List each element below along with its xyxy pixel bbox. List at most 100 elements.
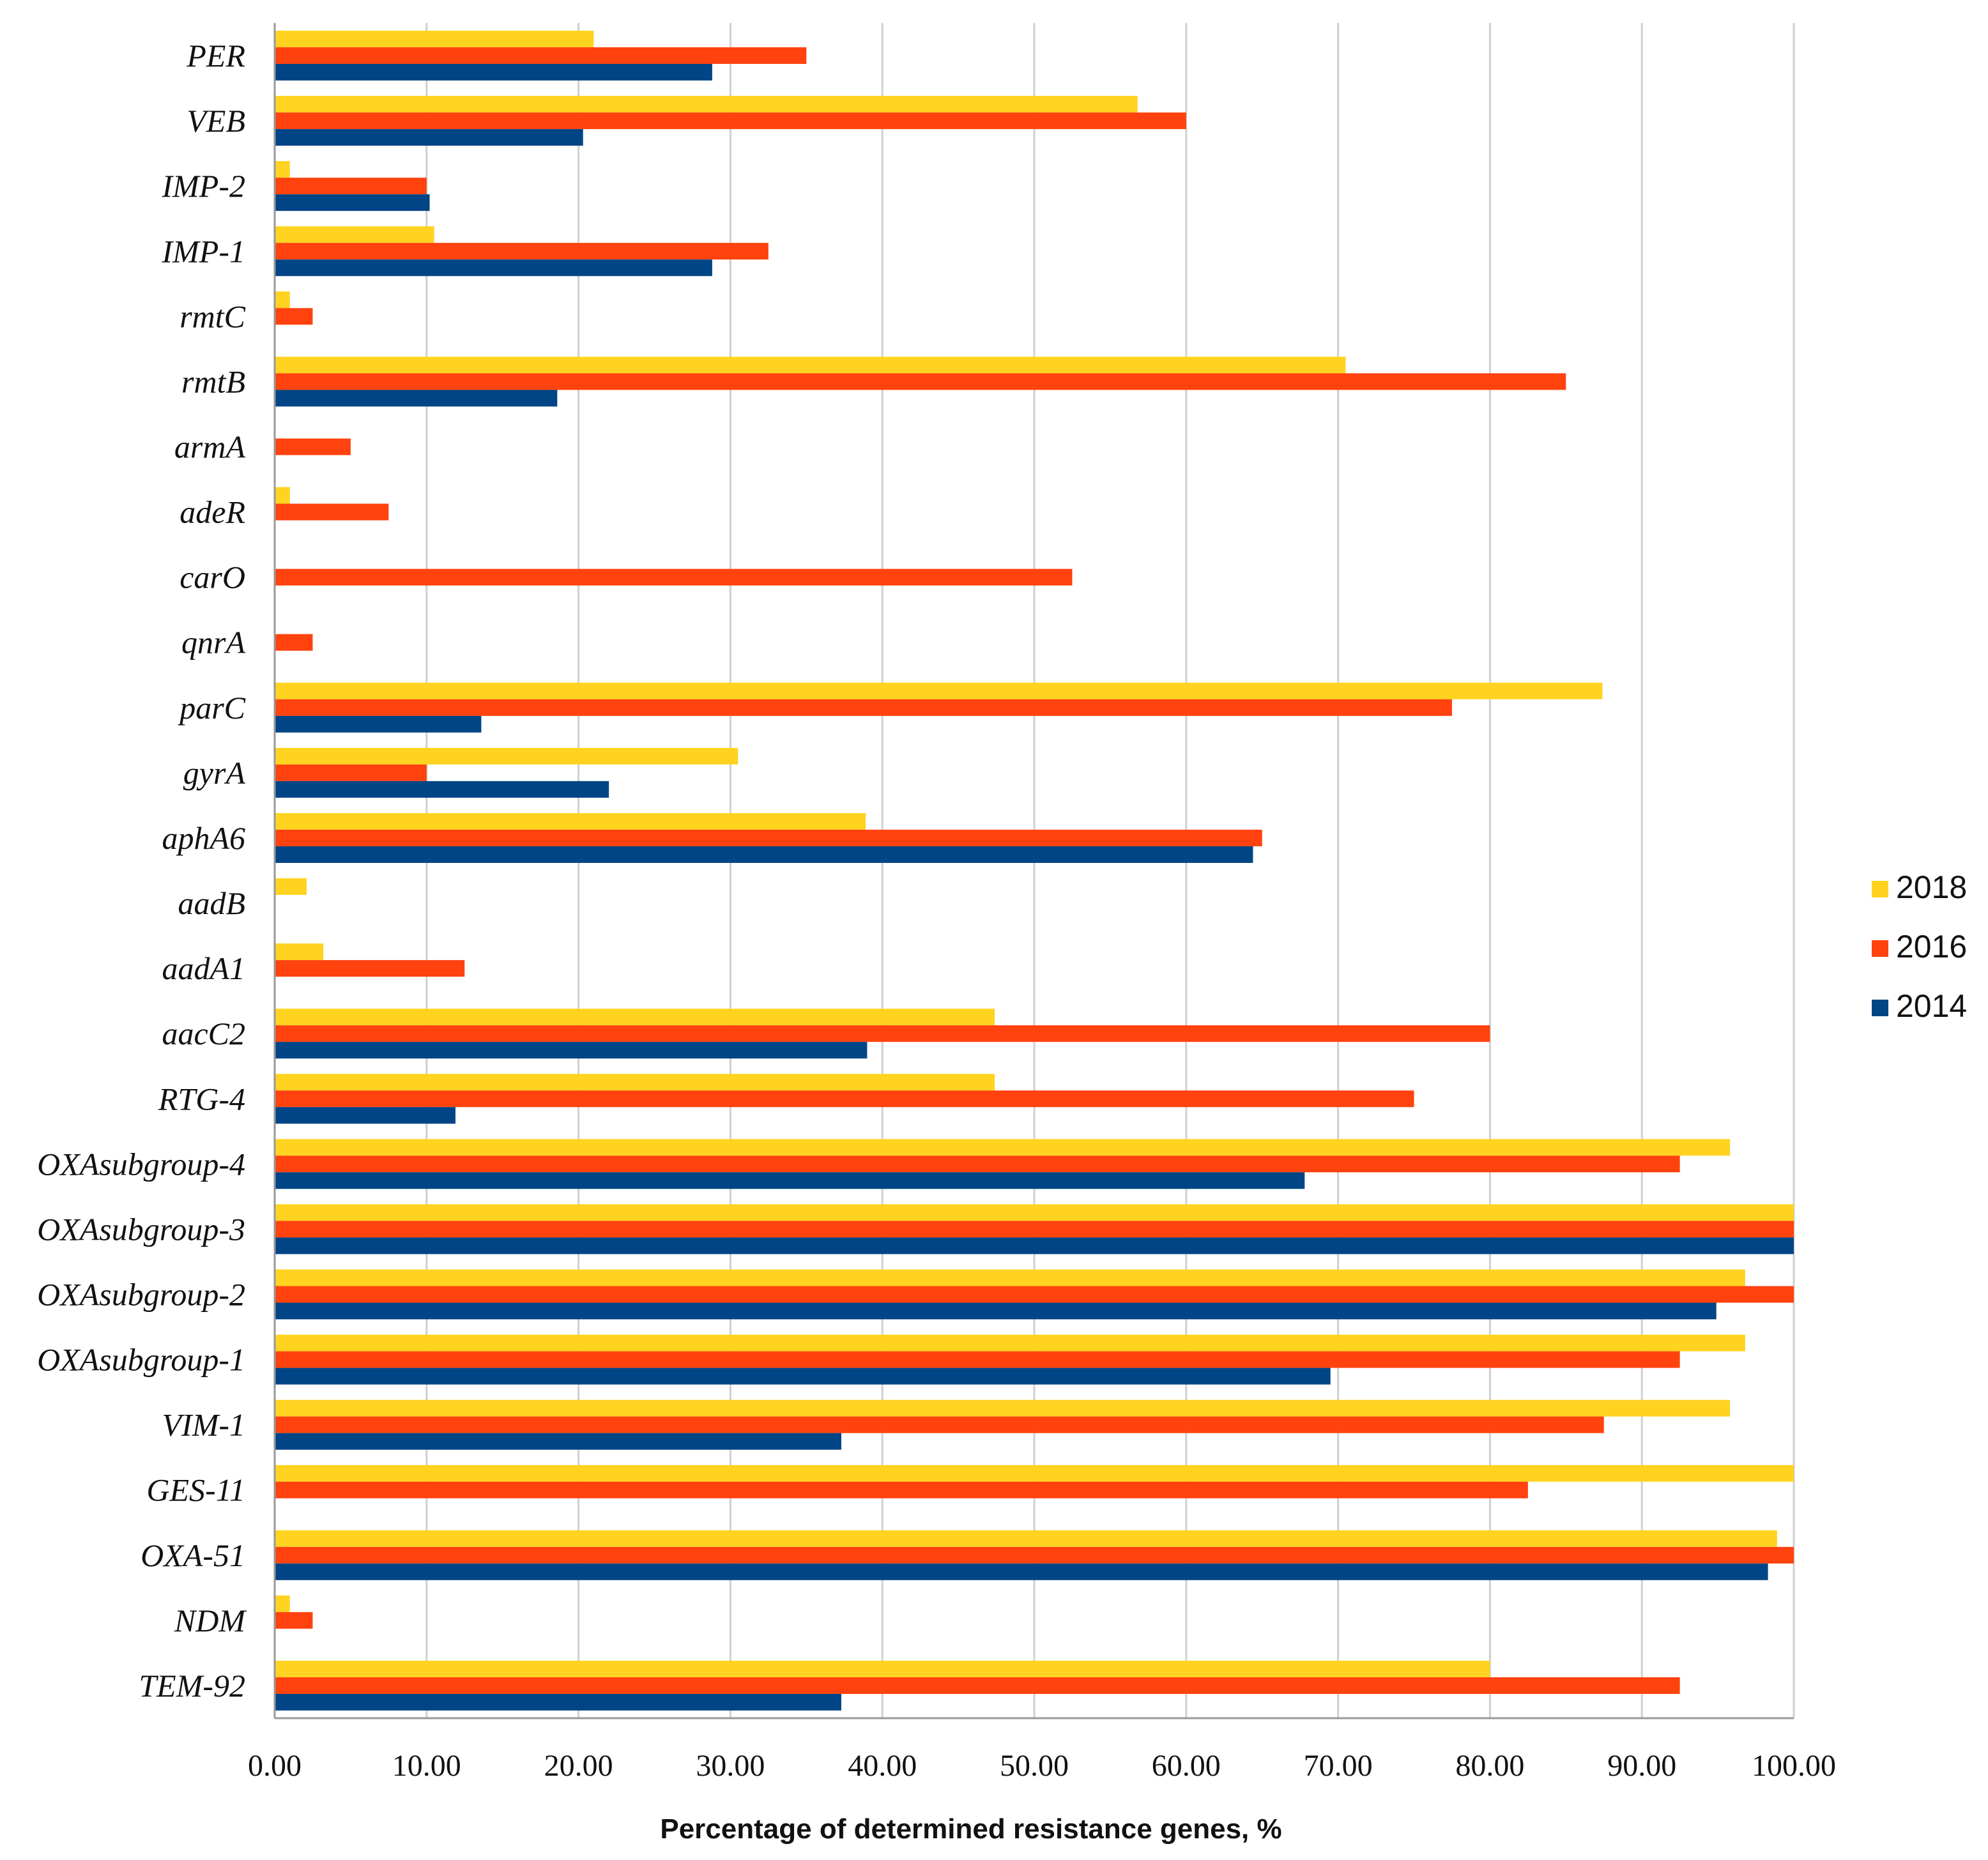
x-tick-labels: 0.00 10.00 20.00 30.00 40.00 50.00 60.00 70.00 8… <box>248 1749 1836 1783</box>
category-label: aphA6 <box>162 820 245 856</box>
bar-OXA-51-2018 <box>275 1530 1777 1547</box>
category-label: IMP-2 <box>162 168 246 204</box>
legend-swatch-2016 <box>1872 940 1888 957</box>
bar-VEB-2014 <box>275 129 583 146</box>
bar-rmtC-2018 <box>275 291 290 309</box>
category-label: aacC2 <box>162 1016 245 1051</box>
bar-rmtB-2018 <box>275 356 1346 374</box>
legend-swatch-2018 <box>1872 881 1888 897</box>
bar-armA-2016 <box>275 438 351 455</box>
bar-RTG-4-2018 <box>275 1074 995 1091</box>
bar-OXAsubgroup-4-2014 <box>275 1172 1305 1189</box>
x-tick-label: 80.00 <box>1455 1749 1524 1783</box>
bar-RTG-4-2014 <box>275 1107 455 1124</box>
bar-TEM-92-2016 <box>275 1677 1680 1694</box>
category-label: OXAsubgroup-4 <box>37 1146 245 1182</box>
category-label: OXAsubgroup-2 <box>37 1277 245 1313</box>
category-label: OXA-51 <box>141 1537 245 1573</box>
category-label: qnrA <box>181 625 245 660</box>
bar-aacC2-2018 <box>275 1009 995 1026</box>
bar-NDM-2018 <box>275 1595 290 1612</box>
bar-VEB-2018 <box>275 96 1138 113</box>
x-tick-label: 10.00 <box>392 1749 461 1783</box>
category-label: RTG-4 <box>158 1081 245 1117</box>
bar-adeR-2018 <box>275 487 290 504</box>
bar-aadA1-2018 <box>275 943 324 961</box>
bar-gyrA-2016 <box>275 764 427 781</box>
bar-OXAsubgroup-2-2016 <box>275 1286 1794 1303</box>
category-label: TEM-92 <box>139 1668 245 1704</box>
bar-TEM-92-2018 <box>275 1660 1490 1677</box>
category-label: OXAsubgroup-3 <box>37 1211 245 1247</box>
category-label: aadB <box>178 885 245 921</box>
bar-adeR-2016 <box>275 503 389 521</box>
x-tick-label: 100.00 <box>1752 1749 1836 1783</box>
bar-OXA-51-2014 <box>275 1563 1768 1580</box>
bar-aphA6-2016 <box>275 829 1262 846</box>
bar-PER-2016 <box>275 47 807 65</box>
bar-PER-2018 <box>275 31 594 48</box>
bar-OXAsubgroup-1-2016 <box>275 1351 1680 1368</box>
category-label: PER <box>186 38 245 73</box>
bars <box>275 31 1794 1711</box>
category-label: aadA1 <box>162 950 245 986</box>
bar-OXAsubgroup-3-2016 <box>275 1221 1794 1238</box>
category-label: VIM-1 <box>162 1407 246 1443</box>
bar-OXAsubgroup-1-2018 <box>275 1334 1745 1352</box>
bar-VIM-1-2016 <box>275 1416 1604 1433</box>
x-tick-label: 20.00 <box>544 1749 613 1783</box>
legend: 2018 2016 2014 <box>1872 869 1967 1024</box>
category-label: GES-11 <box>146 1472 245 1508</box>
category-label: adeR <box>180 494 245 530</box>
category-label: carO <box>180 560 245 595</box>
bar-rmtC-2016 <box>275 308 313 325</box>
bar-OXA-51-2016 <box>275 1546 1794 1564</box>
category-label: VEB <box>187 103 245 139</box>
bar-aacC2-2014 <box>275 1042 868 1059</box>
bar-gyrA-2018 <box>275 747 738 765</box>
bar-PER-2014 <box>275 64 712 81</box>
bar-aphA6-2014 <box>275 846 1253 863</box>
legend-label-2018: 2018 <box>1896 869 1967 905</box>
bar-TEM-92-2014 <box>275 1693 841 1711</box>
x-tick-label: 0.00 <box>248 1749 302 1783</box>
category-label: gyrA <box>183 755 246 791</box>
bar-IMP-2-2016 <box>275 178 427 195</box>
bar-GES-11-2016 <box>275 1481 1528 1498</box>
bar-parC-2016 <box>275 699 1452 716</box>
x-tick-label: 90.00 <box>1607 1749 1676 1783</box>
bar-OXAsubgroup-4-2018 <box>275 1139 1731 1156</box>
x-tick-label: 30.00 <box>696 1749 765 1783</box>
bar-NDM-2016 <box>275 1612 313 1629</box>
bar-qnrA-2016 <box>275 634 313 651</box>
legend-label-2016: 2016 <box>1896 929 1967 964</box>
x-tick-label: 70.00 <box>1304 1749 1373 1783</box>
bar-aphA6-2018 <box>275 812 866 830</box>
bar-IMP-1-2016 <box>275 243 768 260</box>
x-tick-label: 40.00 <box>848 1749 917 1783</box>
bar-OXAsubgroup-2-2018 <box>275 1269 1745 1286</box>
x-tick-label: 60.00 <box>1152 1749 1221 1783</box>
bar-OXAsubgroup-1-2014 <box>275 1368 1331 1385</box>
x-tick-label: 50.00 <box>1000 1749 1069 1783</box>
bar-carO-2016 <box>275 568 1073 586</box>
bar-IMP-2-2014 <box>275 194 430 211</box>
bar-VIM-1-2014 <box>275 1433 841 1450</box>
bar-RTG-4-2016 <box>275 1090 1414 1108</box>
bar-OXAsubgroup-3-2018 <box>275 1204 1794 1221</box>
bar-OXAsubgroup-2-2014 <box>275 1302 1717 1320</box>
bar-IMP-1-2014 <box>275 259 712 277</box>
bar-GES-11-2018 <box>275 1465 1794 1482</box>
category-label: armA <box>174 429 246 465</box>
bar-aadB-2018 <box>275 878 307 896</box>
bar-aacC2-2016 <box>275 1025 1490 1042</box>
bar-OXAsubgroup-4-2016 <box>275 1155 1680 1173</box>
bar-gyrA-2014 <box>275 781 609 798</box>
bar-rmtB-2016 <box>275 373 1566 390</box>
category-label: OXAsubgroup-1 <box>37 1342 245 1378</box>
grid-lines <box>425 23 1795 1718</box>
legend-label-2014: 2014 <box>1896 988 1967 1024</box>
category-labels: PER VEB IMP-2 IMP-1 rmtC rmtB armA adeR carO qnrA… <box>37 38 247 1704</box>
bar-aadA1-2016 <box>275 960 465 977</box>
bar-IMP-1-2018 <box>275 226 434 243</box>
